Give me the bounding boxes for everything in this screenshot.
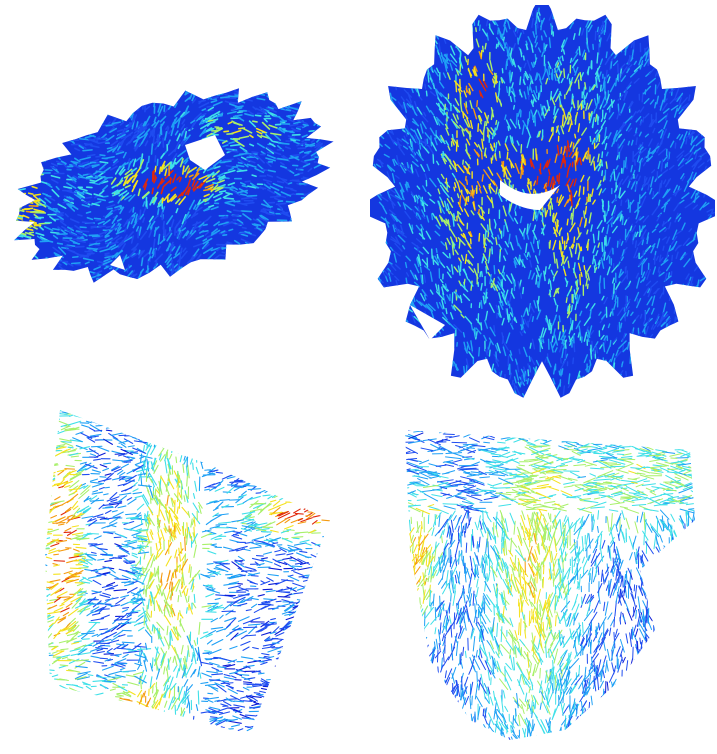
coronal-slice-image bbox=[370, 5, 715, 398]
panel-zoom-left bbox=[20, 405, 340, 745]
panel-zoom-right bbox=[390, 420, 710, 750]
ventricle-gap bbox=[410, 180, 560, 340]
panel-coronal bbox=[370, 5, 715, 400]
zoomed-fiber-image-left bbox=[45, 410, 330, 735]
axial-slice-image bbox=[14, 88, 334, 283]
panel-axial bbox=[0, 85, 340, 305]
ventricle-gap bbox=[110, 135, 225, 270]
zoomed-fiber-image-right bbox=[405, 430, 695, 740]
